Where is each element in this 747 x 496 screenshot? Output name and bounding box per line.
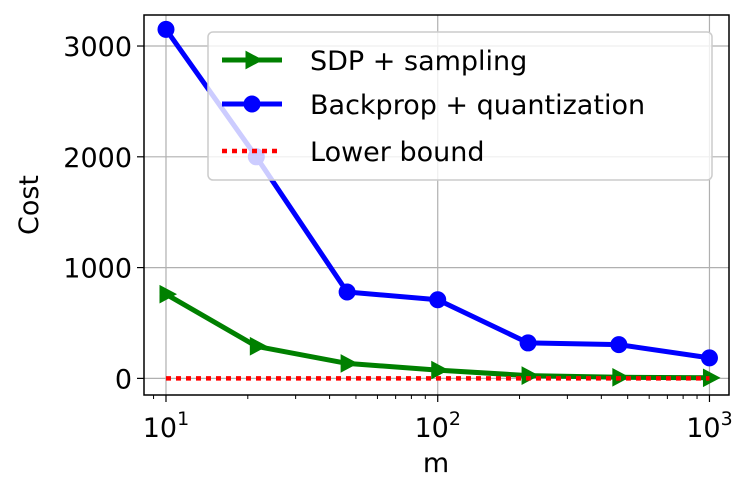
legend-entry: Backprop + quantization — [222, 90, 645, 121]
y-tick-label: 0 — [115, 364, 132, 395]
legend-entry: SDP + sampling — [222, 46, 527, 77]
data-point-triangle — [245, 50, 264, 70]
data-point-circle — [157, 20, 175, 38]
y-tick-label: 3000 — [63, 32, 132, 63]
data-point-triangle — [521, 366, 540, 385]
axes-frame — [143, 14, 730, 396]
y-tick-label: 1000 — [63, 254, 132, 285]
legend: SDP + sampling Backprop + quantization Low… — [207, 31, 713, 181]
legend-items: SDP + sampling Backprop + quantization Low… — [222, 46, 645, 168]
x-tick-label: 103 — [686, 408, 732, 444]
data-point-circle — [610, 336, 628, 354]
x-tick-label: 101 — [143, 408, 189, 444]
x-tick-base: 10 — [143, 413, 177, 444]
data-point-triangle — [431, 360, 449, 380]
data-point-circle — [429, 291, 447, 309]
data-point-triangle — [249, 336, 268, 356]
x-tick-exponent: 1 — [177, 408, 189, 430]
legend-frame — [207, 31, 713, 181]
y-axis-label: Cost — [14, 175, 45, 235]
x-tick-base: 10 — [415, 413, 449, 444]
legend-entry: Lower bound — [222, 137, 485, 168]
series-layer — [157, 20, 721, 388]
x-tick-base: 10 — [686, 413, 720, 444]
data-point-circle — [519, 334, 537, 352]
data-point-triangle — [159, 284, 178, 304]
legend-label: Backprop + quantization — [310, 90, 645, 121]
x-tick-label: 102 — [415, 408, 461, 444]
data-point-circle — [338, 283, 356, 301]
data-point-circle — [243, 95, 261, 113]
x-tick-exponent: 3 — [721, 408, 733, 430]
legend-label: Lower bound — [310, 137, 485, 168]
legend-label: SDP + sampling — [310, 46, 527, 77]
data-point-circle — [700, 349, 718, 367]
x-tick-exponent: 2 — [449, 408, 461, 430]
x-axis-label: m — [423, 448, 449, 479]
data-point-triangle — [340, 354, 359, 373]
y-tick-label: 2000 — [63, 143, 132, 174]
data-point-triangle — [702, 368, 721, 388]
